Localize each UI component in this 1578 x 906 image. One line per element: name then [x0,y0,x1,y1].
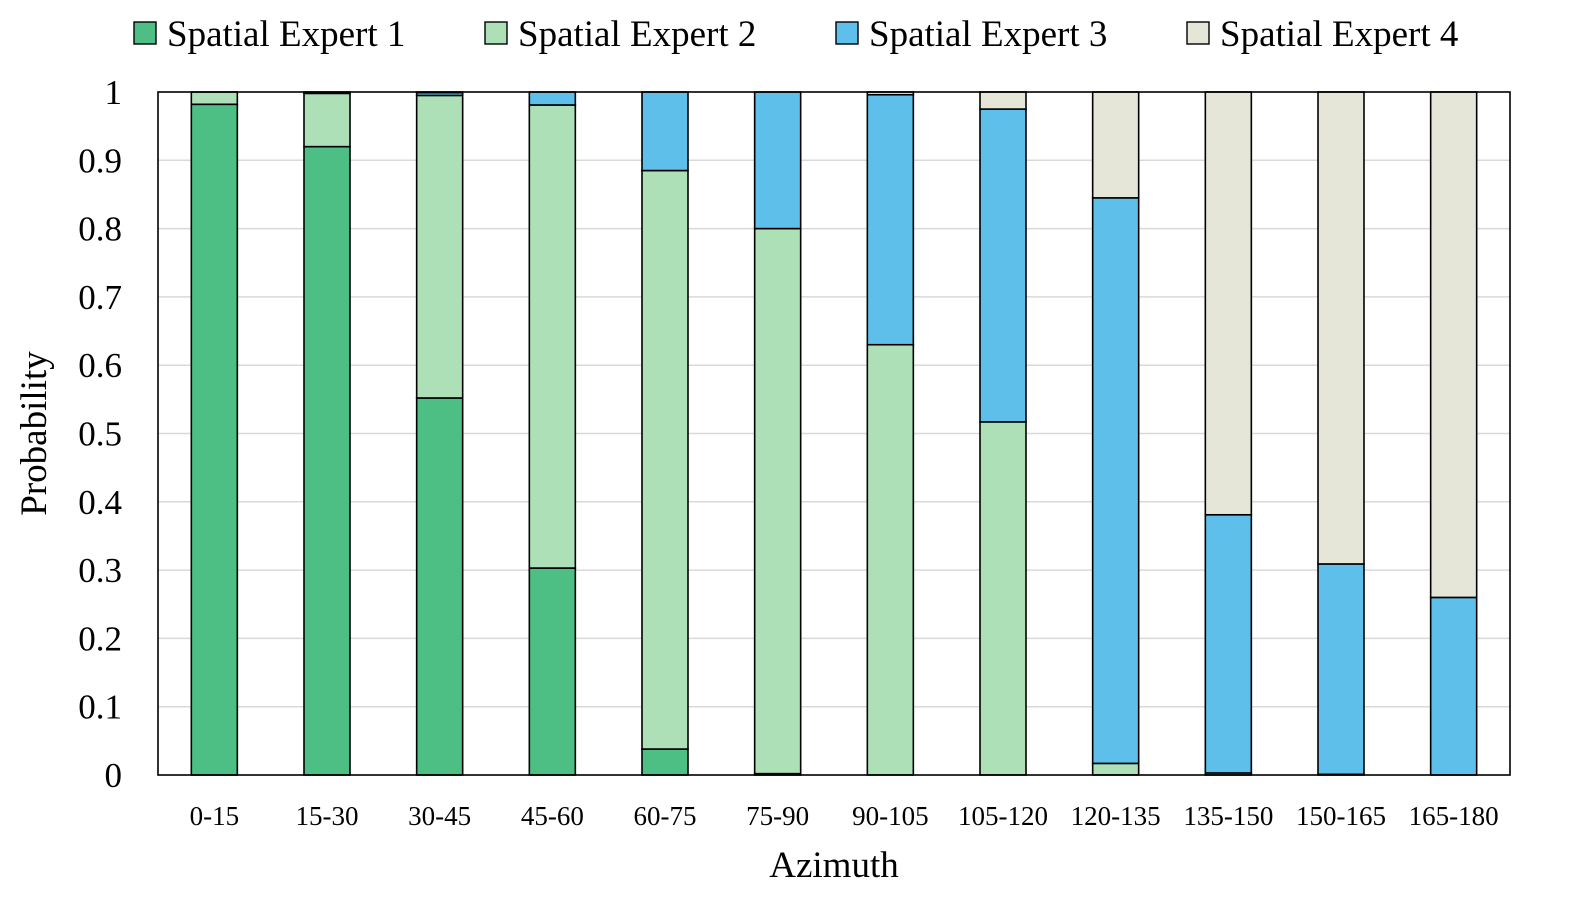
bar-segment-expert-4-105-120 [979,91,1027,110]
bar-segment-expert-3-135-150 [1204,513,1253,774]
bar-segment-expert-2-30-45 [415,94,464,399]
bar-segment-expert-1-30-45 [415,397,464,776]
bar-segment-expert-3-75-90 [753,91,802,230]
x-tick-label: 30-45 [408,801,471,831]
legend-item-expert-2: Spatial Expert 2 [484,14,756,55]
x-tick-label: 165-180 [1409,801,1499,831]
y-tick-label: 0.5 [78,415,122,454]
bar-segment-expert-1-45-60 [528,567,577,776]
bars [190,91,1478,776]
y-tick-label: 0.6 [78,346,122,385]
x-tick-label: 75-90 [746,801,809,831]
x-tick-label: 135-150 [1183,801,1273,831]
bar-segment-expert-3-45-60 [528,91,577,106]
bar-segment-expert-2-105-120 [979,421,1027,776]
bar-segment-expert-3-105-120 [979,108,1027,423]
bar-segment-expert-1-0-15 [190,103,239,776]
gridlines [158,159,1510,708]
x-tick-label: 45-60 [521,801,584,831]
y-tick-label: 0 [105,756,123,795]
legend-swatch [1186,21,1210,45]
legend-label: Spatial Expert 3 [869,14,1107,55]
bar-segment-expert-4-135-150 [1204,91,1253,516]
legend-label: Spatial Expert 1 [167,14,405,55]
x-tick-label: 90-105 [852,801,929,831]
x-tick-label: 120-135 [1071,801,1161,831]
legend-label: Spatial Expert 2 [518,14,756,55]
legend-label: Spatial Expert 4 [1220,14,1458,55]
y-tick-label: 0.9 [78,141,122,180]
bar-segment-expert-2-120-135 [1091,762,1140,776]
bar-segment-expert-2-60-75 [641,169,689,750]
x-tick-label: 60-75 [634,801,697,831]
y-tick-label: 0.8 [78,210,122,249]
bar-segment-expert-1-60-75 [641,748,689,776]
bar-segment-expert-3-120-135 [1091,197,1140,765]
y-tick-label: 0.1 [78,688,122,727]
bar-segment-expert-3-165-180 [1429,596,1478,776]
bar-segment-expert-2-45-60 [528,104,577,569]
bar-segment-expert-2-90-105 [866,343,915,776]
x-tick-label: 0-15 [190,801,240,831]
y-tick-label: 0.3 [78,551,122,590]
y-tick-label: 0.2 [78,619,122,658]
x-tick-label: 105-120 [958,801,1048,831]
bar-segment-expert-4-150-165 [1317,91,1365,565]
x-axis-ticks: 0-15 15-30 30-45 45-60 60-75 75-90 90-105 105-1… [190,801,1499,831]
bar-segment-expert-2-0-15 [190,91,239,106]
legend: Spatial Expert 1 Spatial Expert 2 Spatial … [133,14,1458,55]
bar-segment-expert-3-90-105 [866,93,915,346]
plot-frame [157,91,1511,776]
y-tick-label: 0.4 [78,483,122,522]
x-tick-label: 15-30 [296,801,359,831]
bar-segment-expert-4-165-180 [1429,91,1478,599]
y-tick-label: 1 [105,73,123,112]
bar-segment-expert-3-60-75 [641,91,689,172]
x-tick-label: 150-165 [1296,801,1386,831]
bar-segment-expert-2-75-90 [753,227,802,775]
y-tick-label: 0.7 [78,278,122,317]
bar-segment-expert-1-15-30 [303,145,351,776]
legend-item-expert-4: Spatial Expert 4 [1186,14,1458,55]
legend-swatch [484,21,508,45]
bar-segment-expert-2-15-30 [303,92,351,148]
legend-swatch [133,21,157,45]
x-axis-title: Azimuth [769,845,899,886]
legend-item-expert-3: Spatial Expert 3 [835,14,1107,55]
bar-segment-expert-4-120-135 [1091,91,1140,199]
y-axis-title: Probability [14,351,55,516]
bar-segment-expert-3-150-165 [1317,563,1365,776]
plot-border [157,91,1511,776]
y-axis-ticks: 0 0.1 0.2 0.3 0.4 0.5 0.6 0.7 0.8 0.9 1 [78,73,122,795]
legend-item-expert-1: Spatial Expert 1 [133,14,405,55]
legend-swatch [835,21,859,45]
